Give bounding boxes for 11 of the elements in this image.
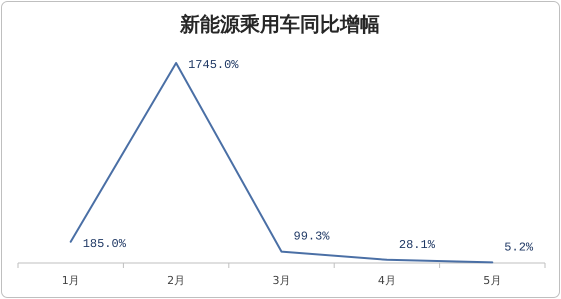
data-label: 1745.0%: [188, 58, 240, 72]
data-label: 28.1%: [398, 238, 436, 252]
data-label: 99.3%: [294, 230, 330, 244]
x-tick-label: 5月: [483, 274, 502, 287]
x-tick-label: 3月: [272, 274, 290, 287]
chart-title: 新能源乘用车同比增幅: [179, 12, 380, 36]
data-label: 5.2%: [504, 240, 534, 254]
x-tick-label: 4月: [378, 274, 396, 287]
x-tick-label: 2月: [167, 274, 186, 287]
data-label: 185.0%: [82, 236, 127, 251]
x-tick-label: 1月: [62, 274, 80, 287]
